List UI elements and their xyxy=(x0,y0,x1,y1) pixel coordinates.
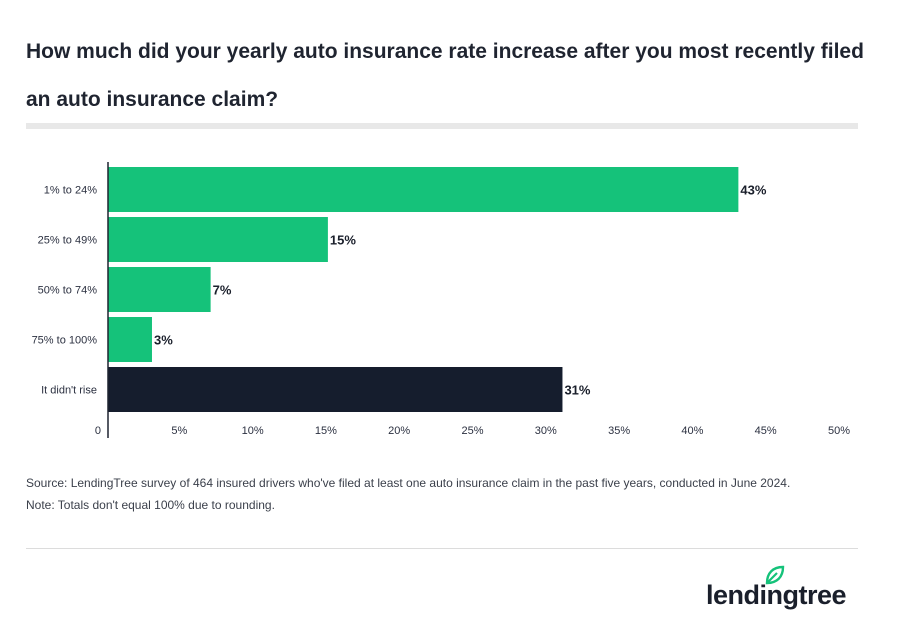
value-labels: 43% 15% 7% 3% 31% xyxy=(154,183,767,398)
bars-group xyxy=(108,167,739,412)
source-text: Source: LendingTree survey of 464 insure… xyxy=(26,476,791,490)
x-tick-label: 35% xyxy=(608,425,630,437)
bar-75-to-100 xyxy=(108,317,152,362)
value-label: 7% xyxy=(213,283,232,298)
x-tick-label: 50% xyxy=(828,425,850,437)
x-tick-labels: 0 5% 10% 15% 20% 25% 30% 35% 40% 45% 50% xyxy=(95,425,850,437)
x-tick-label: 15% xyxy=(315,425,337,437)
note-text: Note: Totals don't equal 100% due to rou… xyxy=(26,498,275,512)
value-label: 43% xyxy=(740,183,766,198)
value-label: 31% xyxy=(564,383,590,398)
category-label: 1% to 24% xyxy=(44,185,97,197)
x-tick-label: 0 xyxy=(95,425,101,437)
x-tick-label: 25% xyxy=(461,425,483,437)
source-note: Source: LendingTree survey of 464 insure… xyxy=(26,472,876,516)
value-label: 3% xyxy=(154,333,173,348)
x-tick-label: 5% xyxy=(171,425,187,437)
x-tick-label: 10% xyxy=(242,425,264,437)
category-labels: 1% to 24% 25% to 49% 50% to 74% 75% to 100%… xyxy=(32,185,98,397)
leaf-icon xyxy=(765,565,785,585)
x-tick-label: 45% xyxy=(755,425,777,437)
bar-1-to-24 xyxy=(108,167,739,212)
bar-25-to-49 xyxy=(108,217,328,262)
category-label: 25% to 49% xyxy=(38,235,98,247)
category-label: 75% to 100% xyxy=(32,335,98,347)
bar-50-to-74 xyxy=(108,267,211,312)
category-label: It didn't rise xyxy=(41,385,97,397)
value-label: 15% xyxy=(330,233,356,248)
bar-it-didn-t-rise xyxy=(108,367,563,412)
chart-title: How much did your yearly auto insurance … xyxy=(26,40,864,111)
category-label: 50% to 74% xyxy=(38,285,98,297)
brand-name: lendingtree xyxy=(706,580,847,610)
title-divider xyxy=(26,123,858,129)
x-tick-label: 20% xyxy=(388,425,410,437)
footer-divider xyxy=(26,548,858,549)
x-tick-label: 40% xyxy=(681,425,703,437)
x-tick-label: 30% xyxy=(535,425,557,437)
bar-chart: 1% to 24% 25% to 49% 50% to 74% 75% to 100%… xyxy=(32,162,850,438)
lendingtree-logo: lendingtree xyxy=(706,560,866,616)
